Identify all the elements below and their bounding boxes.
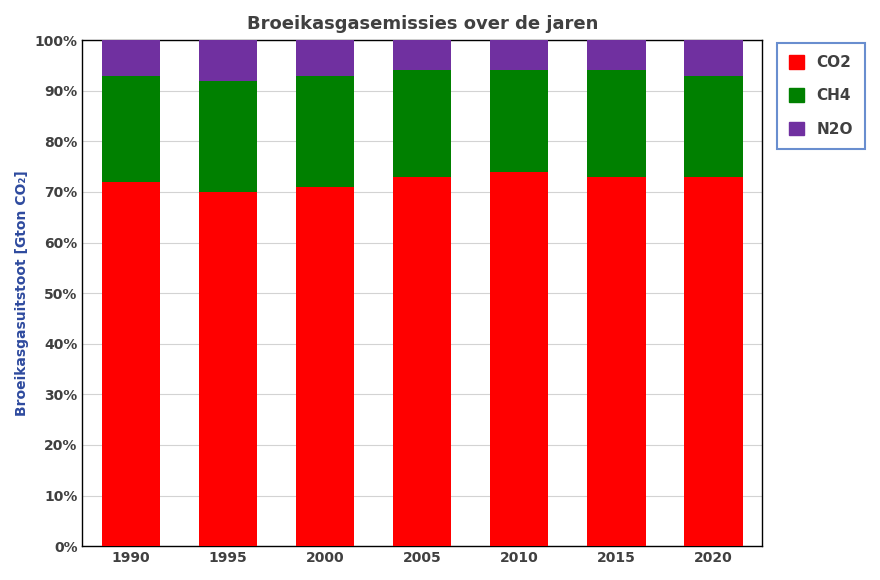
Bar [199,81,257,192]
Title: Broeikasgasemissies over de jaren: Broeikasgasemissies over de jaren [246,15,598,33]
Bar [490,40,548,71]
Bar [587,40,646,71]
Bar [393,40,451,71]
Bar [102,75,160,182]
Legend: CO2, CH4, N2O: CO2, CH4, N2O [776,43,865,149]
Bar [685,75,743,177]
Bar [393,71,451,177]
Bar [393,177,451,546]
Bar [102,182,160,546]
Bar [296,75,355,187]
Bar [490,172,548,546]
Bar [587,71,646,177]
Bar [685,177,743,546]
Bar [685,40,743,75]
Y-axis label: Broeikasgasuitstoot [Gton CO₂]: Broeikasgasuitstoot [Gton CO₂] [15,171,29,416]
Bar [296,187,355,546]
Bar [490,71,548,172]
Bar [296,40,355,75]
Bar [587,177,646,546]
Bar [102,40,160,75]
Bar [199,40,257,81]
Bar [199,192,257,546]
